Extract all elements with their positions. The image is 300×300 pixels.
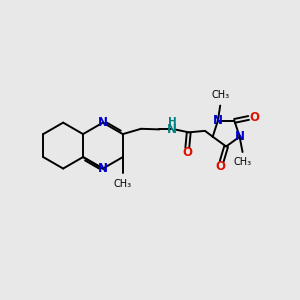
Text: H: H — [168, 117, 176, 127]
Text: N: N — [235, 130, 244, 143]
Text: N: N — [98, 116, 108, 129]
Text: N: N — [213, 114, 223, 128]
Text: O: O — [182, 146, 192, 159]
Text: O: O — [215, 160, 225, 173]
Text: N: N — [98, 162, 108, 175]
Text: CH₃: CH₃ — [233, 157, 252, 167]
Text: N: N — [167, 123, 177, 136]
Text: O: O — [249, 112, 259, 124]
Text: CH₃: CH₃ — [114, 178, 132, 189]
Text: CH₃: CH₃ — [211, 90, 229, 100]
